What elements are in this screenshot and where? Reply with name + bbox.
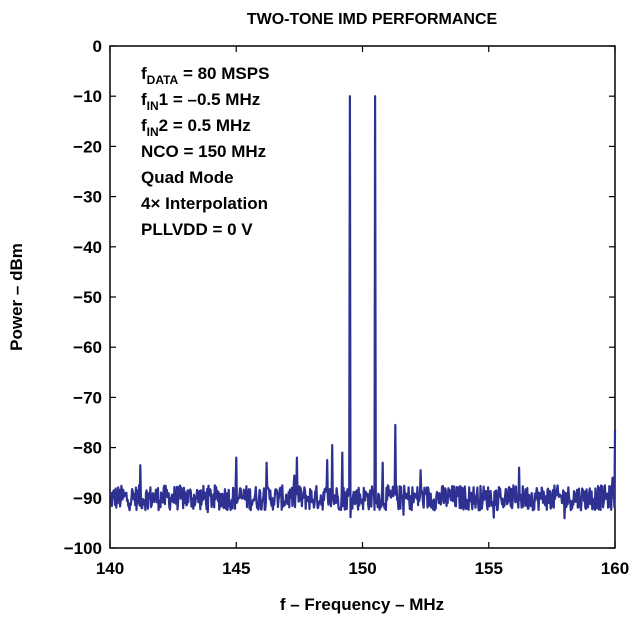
annotation-rest: = 80 MSPS bbox=[178, 64, 269, 83]
annotation-rest: 2 = 0.5 MHz bbox=[159, 116, 251, 135]
annotation-main: f bbox=[141, 90, 147, 109]
y-tick-label: −60 bbox=[73, 338, 102, 357]
annotation-main: f bbox=[141, 64, 147, 83]
annotation-subscript: IN bbox=[147, 99, 159, 113]
annotation-line: PLLVDD = 0 V bbox=[141, 220, 253, 239]
annotation-line: fDATA = 80 MSPS bbox=[141, 64, 269, 87]
annotation-line: 4× Interpolation bbox=[141, 194, 268, 213]
y-tick-label: −70 bbox=[73, 388, 102, 407]
x-tick-label: 150 bbox=[348, 559, 376, 578]
x-axis-title: f – Frequency – MHz bbox=[280, 595, 444, 614]
annotation-main: NCO = 150 MHz bbox=[141, 142, 266, 161]
y-tick-label: −50 bbox=[73, 288, 102, 307]
y-tick-label: 0 bbox=[93, 37, 102, 56]
annotation-main: f bbox=[141, 116, 147, 135]
annotation-subscript: IN bbox=[147, 125, 159, 139]
annotation-main: PLLVDD = 0 V bbox=[141, 220, 253, 239]
y-tick-label: −40 bbox=[73, 238, 102, 257]
chart-title: TWO-TONE IMD PERFORMANCE bbox=[247, 11, 498, 28]
x-axis: 140 145 150 155 160 bbox=[96, 46, 629, 578]
x-tick-label: 140 bbox=[96, 559, 124, 578]
y-axis: 0 −10 −20 −30 −40 −50 −60 −70 −80 −90 −100 bbox=[64, 37, 615, 558]
annotation-line: NCO = 150 MHz bbox=[141, 142, 266, 161]
x-tick-label: 145 bbox=[222, 559, 250, 578]
y-tick-label: −20 bbox=[73, 137, 102, 156]
y-tick-label: −30 bbox=[73, 188, 102, 207]
annotation-line: fIN1 = –0.5 MHz bbox=[141, 90, 260, 113]
annotation-rest: 1 = –0.5 MHz bbox=[159, 90, 261, 109]
x-tick-label: 155 bbox=[475, 559, 503, 578]
y-axis-title: Power – dBm bbox=[7, 243, 26, 351]
y-tick-label: −10 bbox=[73, 87, 102, 106]
y-tick-label: −80 bbox=[73, 439, 102, 458]
y-tick-label: −100 bbox=[64, 539, 102, 558]
annotation-main: 4× Interpolation bbox=[141, 194, 268, 213]
x-tick-label: 160 bbox=[601, 559, 629, 578]
annotation-line: fIN2 = 0.5 MHz bbox=[141, 116, 251, 139]
y-tick-label: −90 bbox=[73, 489, 102, 508]
annotation-line: Quad Mode bbox=[141, 168, 234, 187]
annotation-subscript: DATA bbox=[147, 73, 179, 87]
series-line-spectrum bbox=[109, 95, 617, 520]
annotation-main: Quad Mode bbox=[141, 168, 234, 187]
